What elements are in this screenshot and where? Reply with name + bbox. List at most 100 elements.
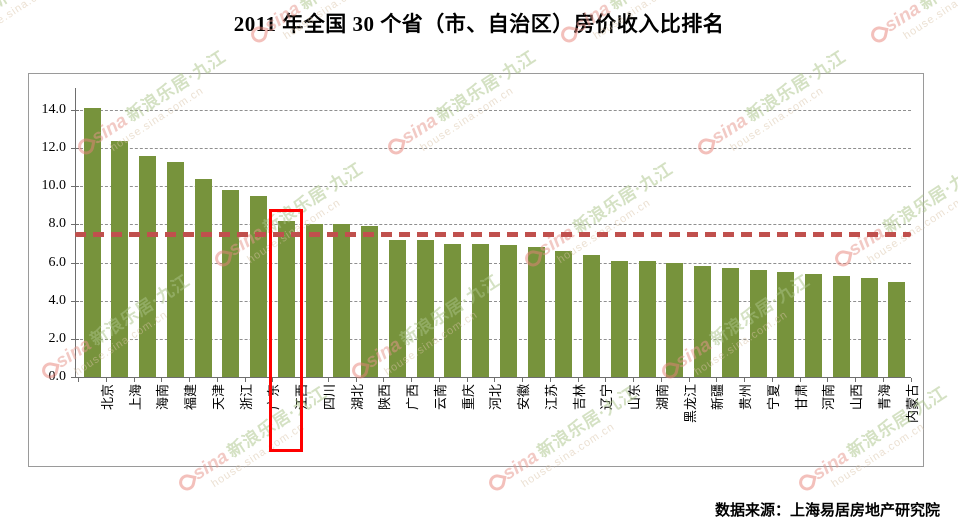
x-axis-tick <box>549 378 551 382</box>
x-axis-label: 山东 <box>627 384 643 411</box>
bar-吉林 <box>555 251 573 377</box>
y-gridline <box>75 148 911 150</box>
x-axis-label: 内蒙古 <box>904 384 920 424</box>
bar-云南 <box>416 239 434 377</box>
x-axis-label: 甘肃 <box>793 384 809 411</box>
source-caption: 数据来源：上海易居房地产研究院 <box>714 503 940 519</box>
x-axis-tick <box>189 378 191 382</box>
x-axis <box>71 377 911 378</box>
x-axis-tick <box>411 378 413 382</box>
x-axis-tick <box>605 378 607 382</box>
bar-广东 <box>250 195 267 377</box>
x-axis-label: 新疆 <box>710 384 726 411</box>
x-axis-tick <box>882 378 884 382</box>
x-axis-label: 湖北 <box>349 384 365 411</box>
x-axis-tick <box>799 378 801 382</box>
x-axis-label: 黑龙江 <box>682 384 698 424</box>
x-axis-tick <box>438 378 440 382</box>
x-axis-tick <box>577 378 579 382</box>
bar-黑龙江 <box>666 262 684 377</box>
x-axis-tick <box>827 378 829 382</box>
x-axis-tick <box>133 378 135 382</box>
chart-border <box>28 73 924 467</box>
bar-四川 <box>305 224 323 377</box>
x-axis-label: 宁夏 <box>766 384 781 411</box>
bar-北京 <box>83 108 101 377</box>
x-axis-label: 安徽 <box>516 384 532 411</box>
x-axis-label: 海南 <box>155 384 171 411</box>
x-axis-tick <box>272 378 274 382</box>
bar-浙江 <box>222 190 240 377</box>
x-axis-label: 湖南 <box>655 384 670 411</box>
y-axis-tick-label: 0.0 <box>48 369 67 384</box>
y-axis-tick-label: 4.0 <box>48 292 67 308</box>
chart-title: 2011 年全国 30 个省（市、自治区）房价收入比排名 <box>233 12 725 36</box>
bar-广西 <box>388 239 406 377</box>
x-axis-tick <box>355 378 357 382</box>
bar-江西 <box>277 220 295 377</box>
bar-青海 <box>860 277 878 377</box>
bar-海南 <box>139 155 156 377</box>
sina-flame-icon <box>797 472 817 492</box>
x-axis-tick <box>633 378 635 382</box>
y-gridline <box>75 186 911 188</box>
x-axis-tick <box>327 378 329 382</box>
x-axis-label: 江苏 <box>544 384 559 411</box>
x-axis-tick <box>716 378 718 382</box>
y-gridline <box>75 110 911 112</box>
x-axis-tick <box>744 378 746 382</box>
y-axis-tick-label: 12.0 <box>41 140 67 156</box>
y-gridline <box>75 224 911 226</box>
x-axis-tick <box>105 378 107 382</box>
x-axis-label: 贵州 <box>738 384 754 411</box>
x-axis-label: 广西 <box>405 384 421 411</box>
x-axis-tick <box>522 378 524 382</box>
x-axis-tick <box>244 378 246 382</box>
x-axis-tick <box>383 378 385 382</box>
sina-flame-icon <box>177 472 197 492</box>
x-axis-tick <box>660 378 662 382</box>
x-axis-tick <box>910 378 912 382</box>
bar-河北 <box>472 243 489 377</box>
bar-山西 <box>832 275 850 377</box>
x-axis-label: 北京 <box>100 384 115 411</box>
x-axis-label: 陕西 <box>377 384 393 411</box>
bar-安徽 <box>499 245 517 377</box>
y-axis-tick-label: 14.0 <box>41 102 67 118</box>
x-axis-tick <box>78 378 80 382</box>
x-axis-tick <box>466 378 468 382</box>
bar-福建 <box>166 161 184 377</box>
x-axis-label: 重庆 <box>460 384 476 411</box>
sina-flame-icon <box>487 472 507 492</box>
bar-山东 <box>610 260 628 377</box>
y-gridline <box>75 262 911 264</box>
bar-江苏 <box>527 247 545 377</box>
x-axis-label: 河北 <box>488 384 504 411</box>
y-gridline <box>75 338 911 340</box>
x-axis-label: 四川 <box>322 384 337 411</box>
y-axis-tick-label: 10.0 <box>41 178 67 194</box>
bar-宁夏 <box>749 270 767 377</box>
bar-河南 <box>805 274 822 377</box>
highlight-box-jiangxi <box>269 208 304 452</box>
bar-新疆 <box>694 266 711 377</box>
x-axis-label: 山西 <box>849 384 865 411</box>
bar-上海 <box>111 140 129 377</box>
x-axis-label: 浙江 <box>238 384 254 411</box>
average-reference-line <box>75 231 911 237</box>
bar-内蒙古 <box>888 281 906 377</box>
bar-湖北 <box>333 224 351 377</box>
y-axis-tick-label: 8.0 <box>48 216 67 232</box>
x-axis-label: 辽宁 <box>599 384 615 411</box>
x-axis-label: 青海 <box>877 384 892 411</box>
bar-湖南 <box>638 260 656 377</box>
y-axis-tick-label: 6.0 <box>48 254 67 270</box>
x-axis-label: 上海 <box>127 384 143 411</box>
bar-贵州 <box>721 268 739 377</box>
x-axis-tick <box>771 378 773 382</box>
x-axis-tick <box>855 378 857 382</box>
bar-天津 <box>194 178 212 377</box>
x-axis-label: 河南 <box>821 384 837 411</box>
x-axis-tick <box>688 378 690 382</box>
